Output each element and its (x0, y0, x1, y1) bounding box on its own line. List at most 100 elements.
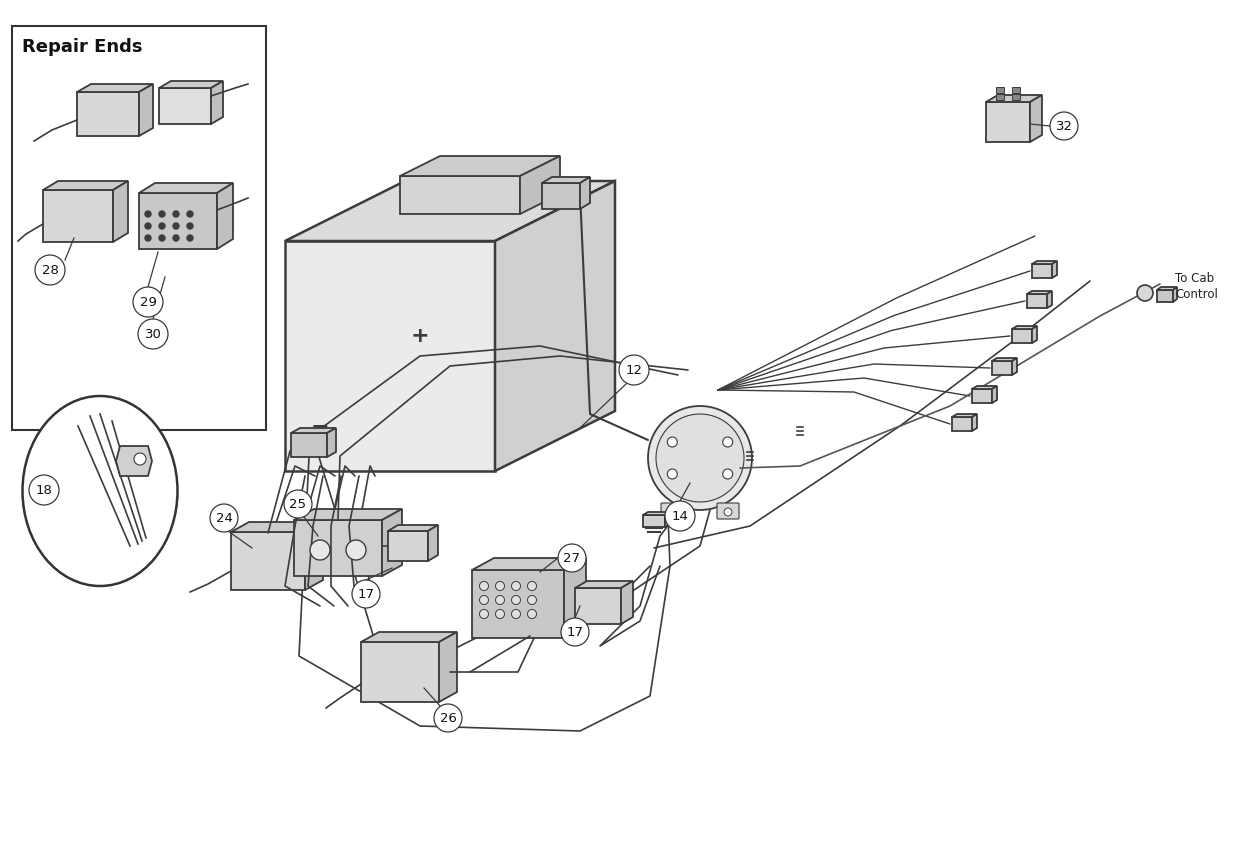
Polygon shape (575, 581, 633, 588)
Circle shape (145, 223, 151, 229)
Polygon shape (1157, 287, 1176, 290)
Polygon shape (160, 81, 223, 88)
Circle shape (724, 508, 732, 516)
Polygon shape (388, 525, 438, 531)
Text: 27: 27 (564, 552, 580, 564)
Polygon shape (1047, 291, 1051, 308)
Polygon shape (212, 81, 223, 124)
Polygon shape (139, 183, 233, 193)
FancyBboxPatch shape (661, 503, 683, 519)
Circle shape (648, 406, 752, 510)
Circle shape (160, 211, 165, 217)
Text: 29: 29 (140, 295, 156, 309)
Circle shape (160, 223, 165, 229)
Text: 14: 14 (672, 509, 689, 523)
Polygon shape (564, 558, 586, 638)
Polygon shape (580, 177, 590, 209)
Text: To Cab: To Cab (1175, 272, 1215, 284)
Polygon shape (77, 84, 153, 92)
Text: Repair Ends: Repair Ends (22, 38, 142, 56)
Polygon shape (621, 581, 633, 624)
Polygon shape (216, 183, 233, 249)
Polygon shape (992, 361, 1012, 375)
Polygon shape (306, 522, 323, 590)
Circle shape (1137, 285, 1153, 301)
Bar (12, 26, 266, 430)
Circle shape (210, 504, 238, 532)
Polygon shape (294, 509, 402, 520)
Circle shape (187, 223, 193, 229)
Text: +: + (411, 326, 429, 346)
Circle shape (134, 453, 146, 465)
Bar (1012, 87, 1021, 93)
Circle shape (480, 581, 489, 591)
Circle shape (480, 609, 489, 618)
Circle shape (285, 490, 312, 518)
Bar (996, 87, 1004, 93)
Circle shape (512, 596, 521, 605)
Circle shape (666, 501, 695, 531)
Polygon shape (542, 183, 580, 209)
Circle shape (173, 223, 179, 229)
Text: 26: 26 (439, 711, 456, 724)
Circle shape (722, 437, 732, 447)
Polygon shape (400, 176, 520, 214)
Circle shape (480, 596, 489, 605)
Circle shape (1050, 112, 1077, 140)
Polygon shape (972, 386, 997, 389)
Polygon shape (952, 414, 977, 417)
Polygon shape (1032, 264, 1051, 278)
Polygon shape (1012, 329, 1032, 343)
Circle shape (187, 235, 193, 241)
Polygon shape (361, 632, 456, 642)
Circle shape (558, 544, 586, 572)
Polygon shape (1027, 291, 1051, 294)
Polygon shape (77, 92, 139, 136)
Polygon shape (952, 417, 972, 431)
Polygon shape (473, 570, 564, 638)
Polygon shape (361, 642, 439, 702)
Polygon shape (575, 588, 621, 624)
Text: −: − (310, 416, 329, 436)
Circle shape (512, 609, 521, 618)
Polygon shape (160, 88, 212, 124)
Circle shape (434, 704, 461, 732)
Polygon shape (972, 389, 992, 403)
Polygon shape (972, 414, 977, 431)
Polygon shape (294, 520, 382, 576)
Polygon shape (1027, 294, 1047, 308)
Circle shape (353, 580, 380, 608)
Polygon shape (1157, 290, 1173, 302)
Circle shape (35, 255, 66, 285)
Polygon shape (986, 102, 1030, 142)
Polygon shape (992, 358, 1017, 361)
Polygon shape (400, 156, 560, 176)
Bar (1012, 94, 1021, 100)
Polygon shape (1051, 261, 1056, 278)
Circle shape (618, 355, 649, 385)
Polygon shape (666, 512, 670, 527)
Text: 30: 30 (145, 327, 162, 340)
Circle shape (667, 469, 678, 479)
Circle shape (562, 618, 589, 646)
Circle shape (496, 596, 505, 605)
Polygon shape (231, 522, 323, 532)
Polygon shape (1173, 287, 1176, 302)
Polygon shape (231, 532, 306, 590)
Circle shape (160, 235, 165, 241)
Polygon shape (1032, 261, 1056, 264)
Polygon shape (1012, 358, 1017, 375)
Circle shape (667, 437, 678, 447)
Text: 28: 28 (42, 263, 58, 277)
Polygon shape (291, 433, 327, 457)
Text: 24: 24 (215, 512, 233, 525)
Circle shape (145, 235, 151, 241)
Circle shape (512, 581, 521, 591)
Polygon shape (43, 190, 113, 242)
Polygon shape (992, 386, 997, 403)
Circle shape (139, 319, 168, 349)
Polygon shape (285, 181, 615, 241)
Polygon shape (1032, 326, 1037, 343)
Polygon shape (291, 428, 336, 433)
Circle shape (134, 287, 163, 317)
